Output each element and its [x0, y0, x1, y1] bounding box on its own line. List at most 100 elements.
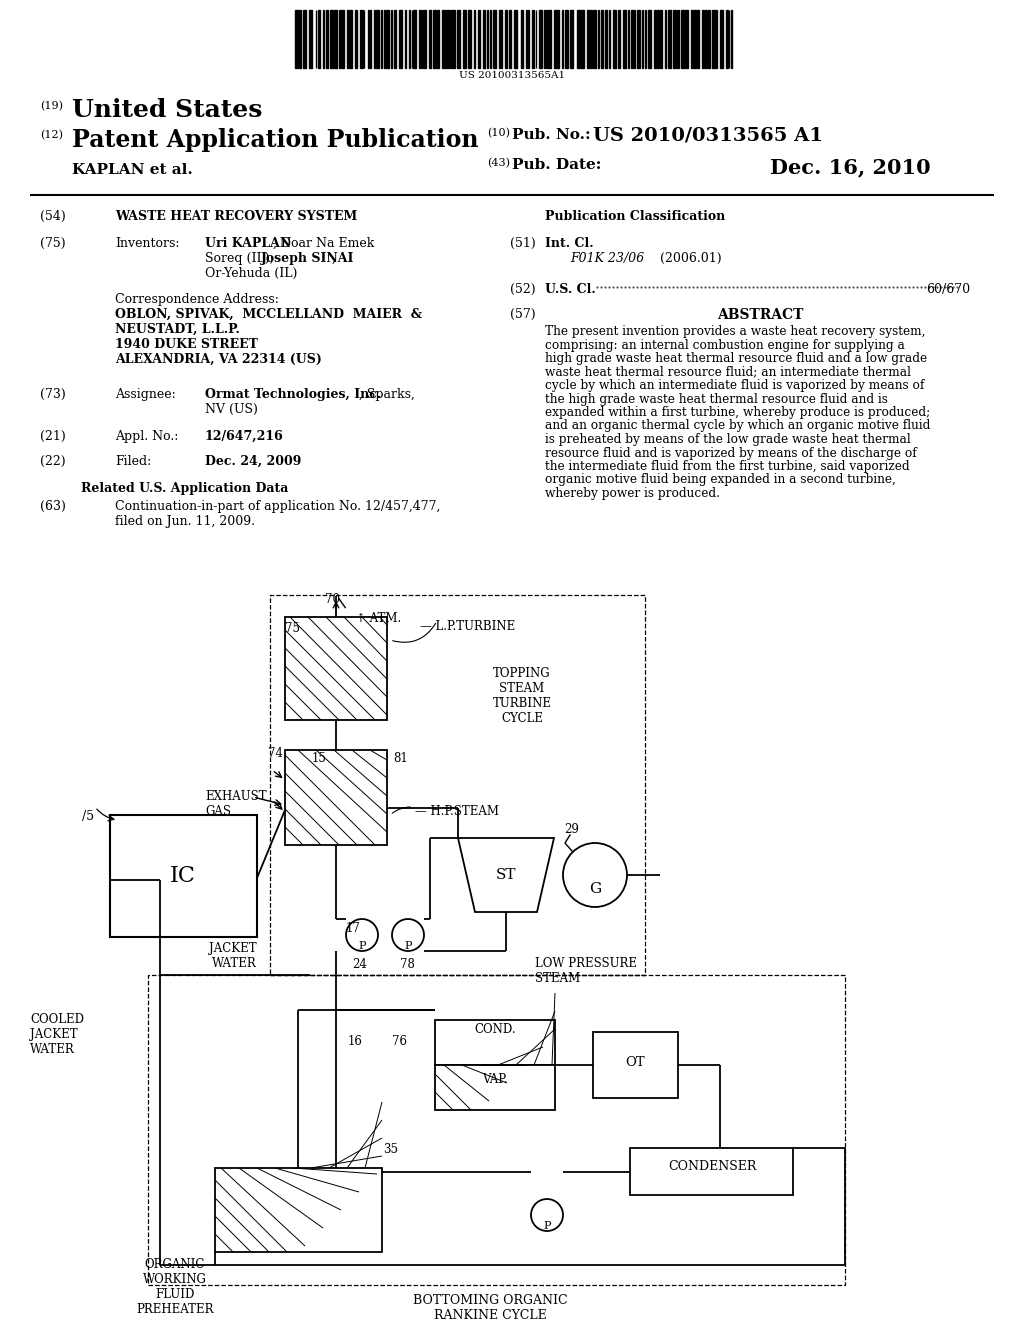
- Text: Assignee:: Assignee:: [115, 388, 176, 401]
- Text: waste heat thermal resource fluid; an intermediate thermal: waste heat thermal resource fluid; an in…: [545, 366, 911, 379]
- Bar: [657, 11, 658, 69]
- Text: cycle by which an intermediate fluid is vaporized by means of: cycle by which an intermediate fluid is …: [545, 379, 925, 392]
- Bar: [691, 11, 692, 69]
- Bar: [452, 11, 455, 69]
- Text: VAP.: VAP.: [482, 1073, 508, 1086]
- Bar: [478, 11, 479, 69]
- Bar: [348, 11, 352, 69]
- Text: Int. Cl.: Int. Cl.: [545, 238, 594, 249]
- Text: Filed:: Filed:: [115, 455, 152, 469]
- Bar: [587, 11, 590, 69]
- Bar: [450, 11, 452, 69]
- Text: (63): (63): [40, 500, 66, 513]
- Circle shape: [563, 843, 627, 907]
- Text: COND.: COND.: [474, 1023, 516, 1036]
- Text: 70: 70: [325, 593, 340, 606]
- Text: 1940 DUKE STREET: 1940 DUKE STREET: [115, 338, 258, 351]
- Bar: [577, 11, 580, 69]
- Bar: [386, 11, 389, 69]
- Bar: [317, 11, 321, 69]
- Bar: [697, 11, 698, 69]
- Bar: [726, 11, 728, 69]
- Bar: [637, 11, 640, 69]
- Circle shape: [531, 1199, 563, 1232]
- Text: comprising: an internal combustion engine for supplying a: comprising: an internal combustion engin…: [545, 338, 905, 351]
- Bar: [309, 11, 312, 69]
- Bar: [215, 1168, 382, 1251]
- Text: 12/647,216: 12/647,216: [205, 430, 284, 444]
- Text: Dec. 24, 2009: Dec. 24, 2009: [205, 455, 301, 469]
- Text: expanded within a first turbine, whereby produce is produced;: expanded within a first turbine, whereby…: [545, 407, 930, 418]
- Bar: [554, 11, 558, 69]
- Text: (57): (57): [510, 308, 536, 321]
- Text: Pub. Date:: Pub. Date:: [512, 158, 601, 172]
- Text: ST: ST: [496, 869, 516, 882]
- Bar: [593, 11, 596, 69]
- Bar: [500, 11, 502, 69]
- Bar: [582, 11, 584, 69]
- Text: (43): (43): [487, 158, 510, 169]
- Text: 60/670: 60/670: [926, 282, 970, 296]
- Bar: [527, 11, 529, 69]
- Bar: [653, 11, 656, 69]
- Text: 74: 74: [268, 747, 283, 760]
- Text: the intermediate fluid from the first turbine, said vaporized: the intermediate fluid from the first tu…: [545, 459, 909, 473]
- Text: NV (US): NV (US): [205, 403, 258, 416]
- Text: filed on Jun. 11, 2009.: filed on Jun. 11, 2009.: [115, 515, 255, 528]
- Bar: [270, 595, 645, 975]
- Bar: [299, 11, 300, 69]
- Bar: [334, 11, 337, 69]
- Text: (51): (51): [510, 238, 536, 249]
- Bar: [148, 975, 845, 1284]
- Text: OT: OT: [626, 1056, 645, 1069]
- Bar: [435, 1020, 555, 1065]
- Text: (2006.01): (2006.01): [660, 252, 722, 265]
- Bar: [433, 11, 436, 69]
- Bar: [355, 11, 357, 69]
- Bar: [565, 11, 568, 69]
- Bar: [668, 11, 671, 69]
- Bar: [285, 616, 387, 719]
- Text: ORGANIC
WORKING
FLUID
PREHEATER: ORGANIC WORKING FLUID PREHEATER: [136, 1258, 214, 1316]
- Text: (12): (12): [40, 129, 63, 140]
- Bar: [593, 1032, 678, 1098]
- Bar: [493, 11, 496, 69]
- Bar: [605, 11, 607, 69]
- Bar: [423, 11, 426, 69]
- Bar: [532, 11, 534, 69]
- Text: 24: 24: [352, 958, 367, 972]
- Bar: [617, 11, 620, 69]
- Bar: [623, 11, 625, 69]
- Text: Publication Classification: Publication Classification: [545, 210, 725, 223]
- Text: 78: 78: [400, 958, 415, 972]
- Text: NEUSTADT, L.L.P.: NEUSTADT, L.L.P.: [115, 323, 240, 337]
- Bar: [295, 11, 298, 69]
- Bar: [303, 11, 306, 69]
- Bar: [374, 11, 376, 69]
- Text: IC: IC: [170, 865, 196, 887]
- Text: JACKET
WATER: JACKET WATER: [209, 942, 257, 970]
- Text: COOLED
JACKET
WATER: COOLED JACKET WATER: [30, 1012, 84, 1056]
- Text: CONDENSER: CONDENSER: [668, 1160, 756, 1173]
- Text: resource fluid and is vaporized by means of the discharge of: resource fluid and is vaporized by means…: [545, 446, 916, 459]
- Bar: [570, 11, 573, 69]
- Text: Or-Yehuda (IL): Or-Yehuda (IL): [205, 267, 297, 280]
- Text: Dec. 16, 2010: Dec. 16, 2010: [770, 157, 931, 177]
- Bar: [457, 11, 460, 69]
- Bar: [514, 11, 517, 69]
- Text: United States: United States: [72, 98, 262, 121]
- Text: whereby power is produced.: whereby power is produced.: [545, 487, 720, 500]
- Text: Appl. No.:: Appl. No.:: [115, 430, 178, 444]
- Bar: [419, 11, 421, 69]
- Bar: [712, 11, 716, 69]
- Text: US 20100313565A1: US 20100313565A1: [459, 71, 565, 81]
- Text: 81: 81: [393, 752, 408, 766]
- Text: Soreq (IL);: Soreq (IL);: [205, 252, 278, 265]
- Text: — L.P.TURBINE: — L.P.TURBINE: [420, 620, 515, 634]
- Text: ,: ,: [332, 252, 336, 265]
- Bar: [399, 11, 402, 69]
- Text: Pub. No.:: Pub. No.:: [512, 128, 591, 143]
- Bar: [414, 11, 416, 69]
- Bar: [505, 11, 507, 69]
- Text: (19): (19): [40, 102, 63, 111]
